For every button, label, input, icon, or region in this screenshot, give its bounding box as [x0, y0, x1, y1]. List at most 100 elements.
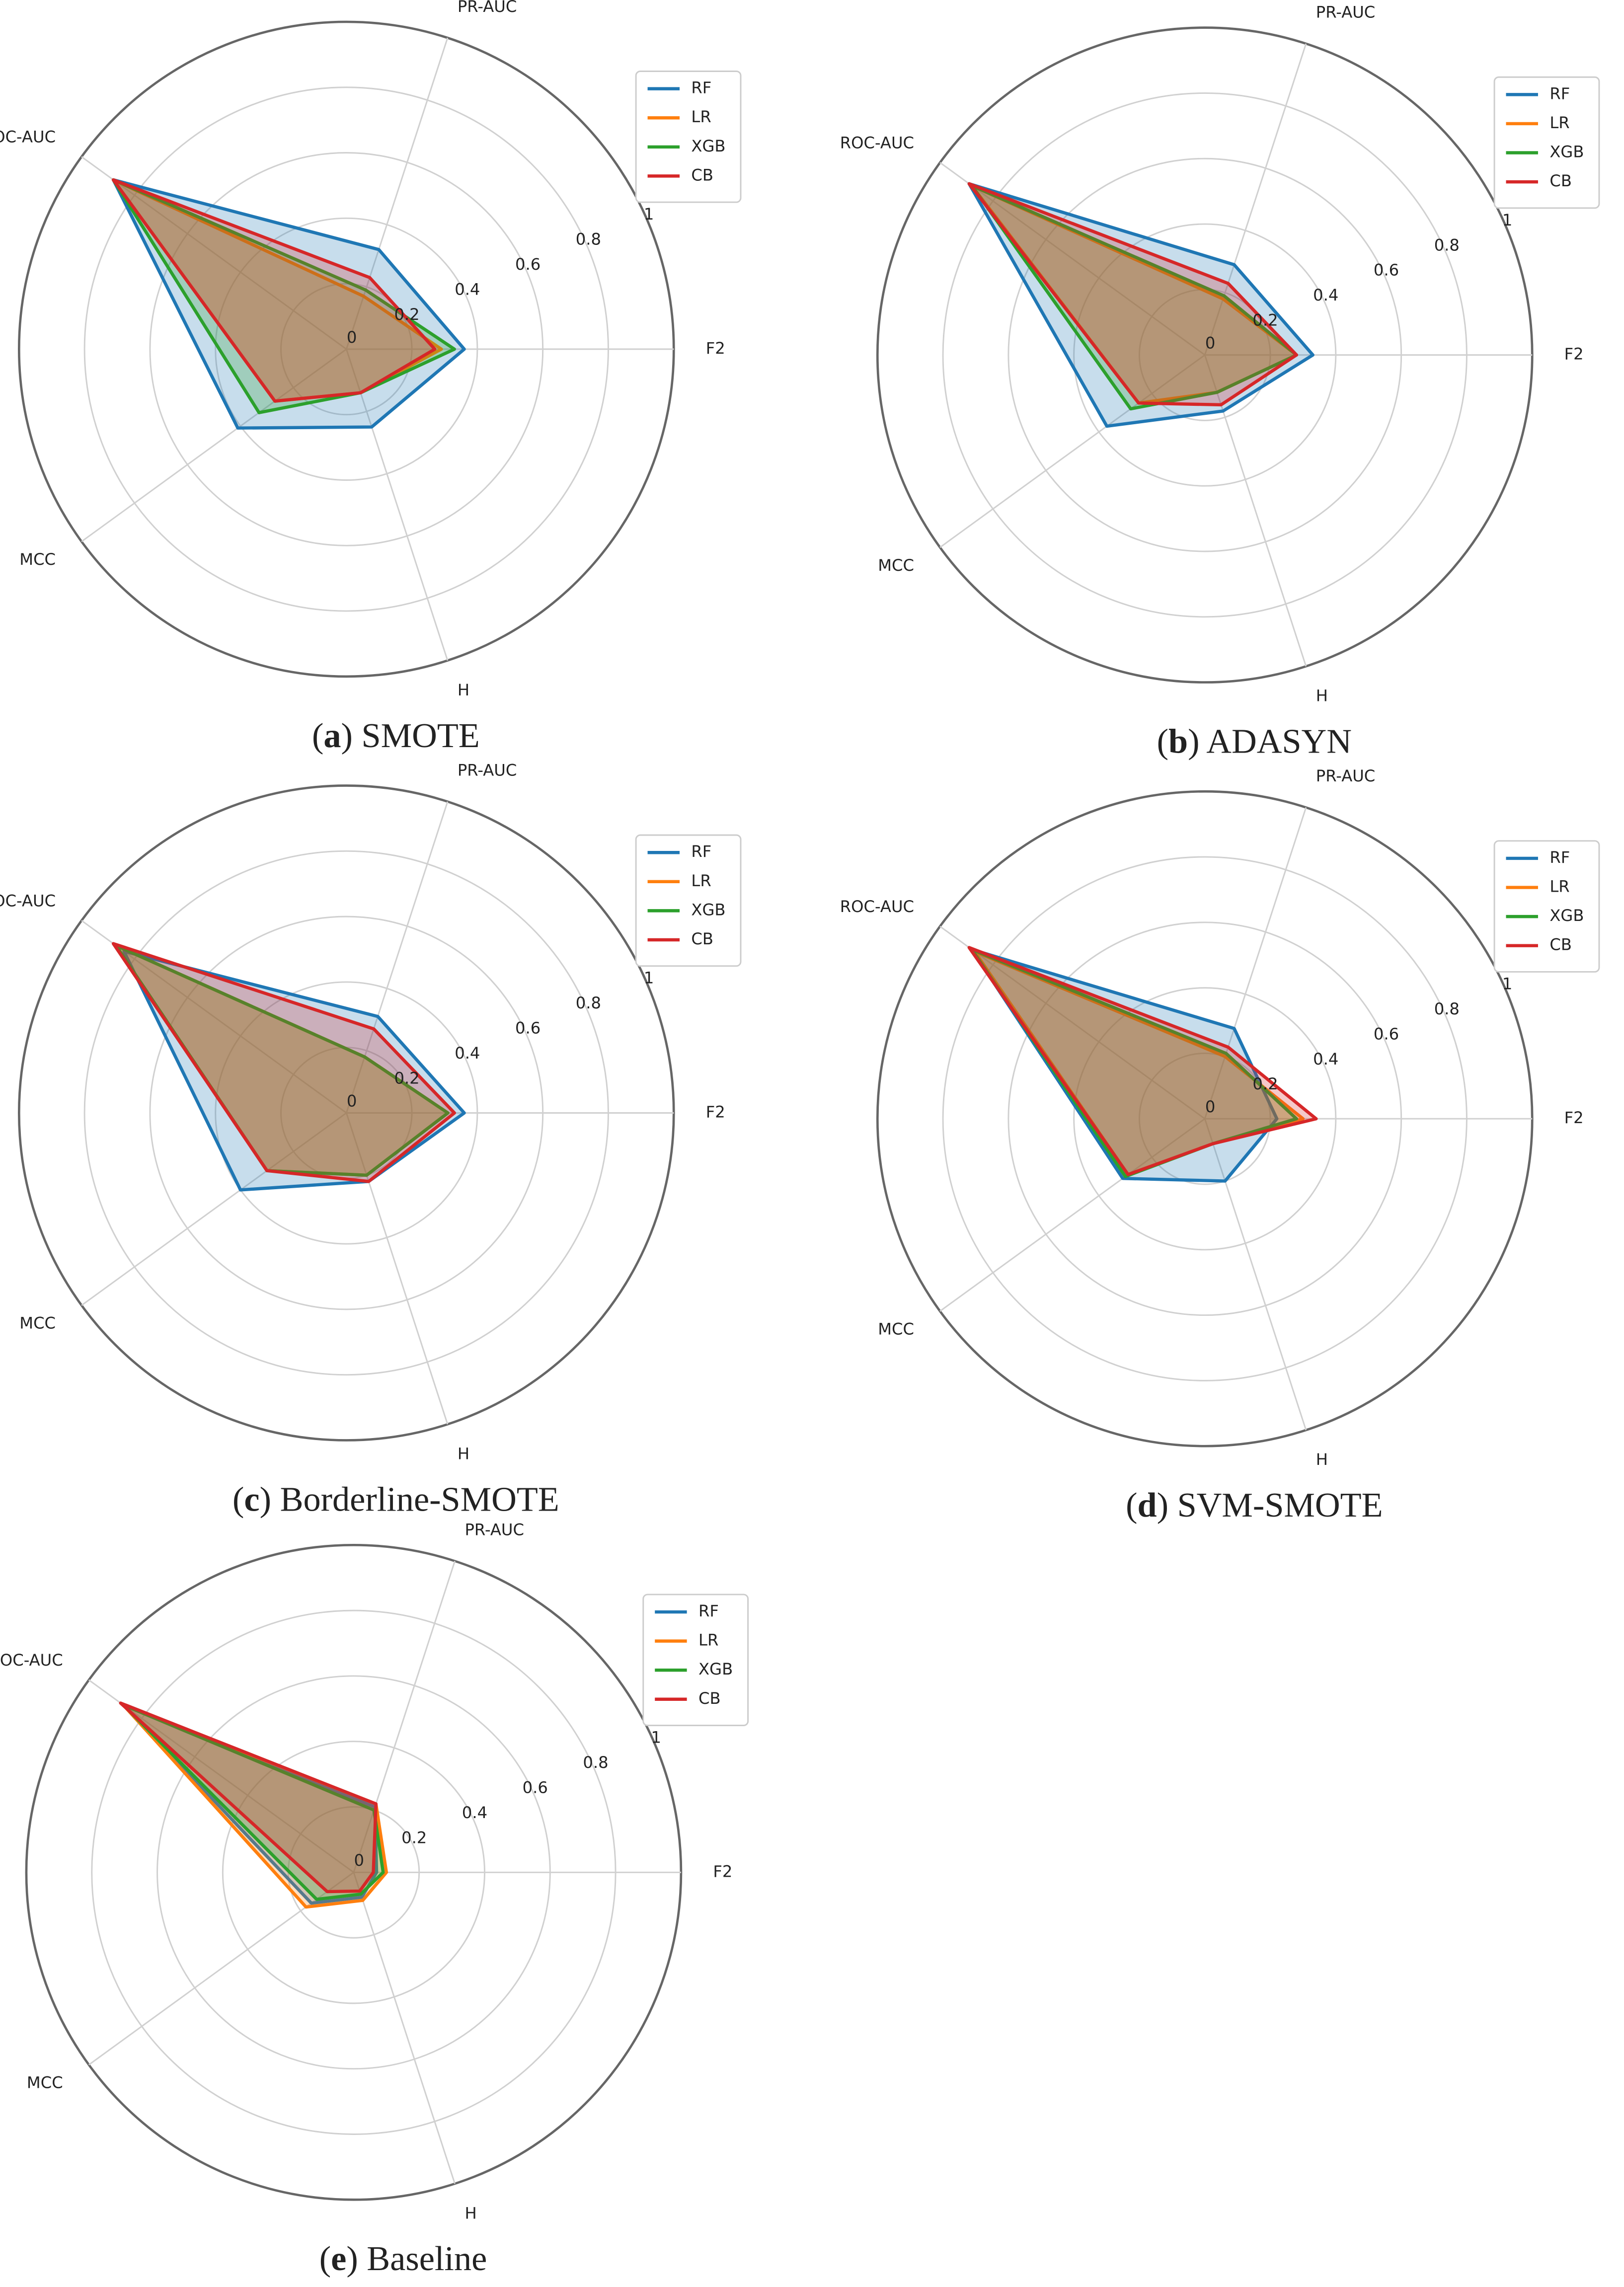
legend-box	[635, 71, 742, 203]
caption-part: (	[232, 1480, 244, 1519]
spoke	[939, 162, 1206, 356]
r-tick-label: 0.6	[515, 1019, 541, 1038]
spoke	[81, 156, 347, 350]
caption-part: ) SVM-SMOTE	[1157, 1486, 1383, 1525]
spoke	[345, 801, 449, 1113]
series-area	[970, 948, 1279, 1183]
legend-label: LR	[698, 1631, 718, 1650]
axis-label: ROC-AUC	[0, 128, 56, 147]
series-area	[111, 178, 456, 414]
legend-label: XGB	[691, 137, 725, 155]
radar-panel: F2 PR-AUC ROC-AUC MCC H 0 0.2 0.4 0.6 0.8 1 RF LR XGB…	[0, 1520, 749, 2222]
r-tick-label: 0	[347, 1091, 357, 1110]
r-tick-label: 0.4	[455, 1044, 480, 1063]
axis-label: H	[458, 1444, 469, 1463]
legend-label: RF	[691, 842, 711, 861]
axis-label: F2	[713, 1862, 732, 1881]
legend-label: CB	[691, 929, 713, 948]
r-tick-label: 0.8	[583, 1753, 608, 1772]
caption-part: b	[1168, 722, 1188, 761]
axis-label: MCC	[878, 556, 914, 575]
caption-part: a	[323, 716, 341, 755]
axis-label: PR-AUC	[1316, 766, 1376, 785]
r-tick-label: 0	[354, 1851, 365, 1870]
legend-label: XGB	[1549, 143, 1584, 161]
spoke	[1204, 807, 1307, 1119]
spoke	[1204, 1118, 1307, 1431]
r-tick-label: 1	[644, 205, 654, 224]
legend-label: LR	[691, 871, 711, 890]
legend-label: RF	[1549, 848, 1570, 867]
caption: (b) ADASYN	[1157, 722, 1352, 761]
r-tick-label: 0.2	[394, 305, 419, 324]
radar-panel: F2 PR-AUC ROC-AUC MCC H 0 0.2 0.4 0.6 0.8 1 RF LR XGB…	[840, 766, 1600, 1469]
axis-label: MCC	[19, 550, 56, 569]
spoke	[81, 1112, 347, 1306]
series-area	[970, 184, 1298, 411]
axis-label: F2	[1564, 345, 1584, 364]
caption-part: ) ADASYN	[1188, 722, 1352, 761]
r-tick-label: 0.4	[1313, 1050, 1338, 1068]
legend-label: RF	[691, 78, 711, 97]
axis-label: ROC-AUC	[0, 891, 56, 910]
legend-label: XGB	[1549, 906, 1584, 925]
caption: (a) SMOTE	[312, 716, 480, 755]
r-tick-label: 1	[644, 969, 654, 988]
legend-label: CB	[691, 165, 713, 184]
spoke	[345, 1113, 449, 1425]
axis-label: ROC-AUC	[840, 897, 914, 916]
caption-part: e	[331, 2239, 346, 2278]
r-tick-label: 0.6	[1374, 1024, 1399, 1043]
r-tick-label: 0.6	[523, 1778, 548, 1797]
axis-label: ROC-AUC	[0, 1651, 63, 1670]
r-tick-label: 0.4	[455, 280, 480, 299]
caption: (c) Borderline-SMOTE	[232, 1480, 559, 1519]
axis-label: PR-AUC	[1316, 3, 1376, 22]
radar-panel: F2 PR-AUC ROC-AUC MCC H 0 0.2 0.4 0.6 0.8 1 RF LR XGB…	[840, 3, 1600, 705]
r-tick-label: 0.4	[462, 1803, 487, 1822]
axis-label: H	[458, 681, 469, 699]
radar-panel: F2 PR-AUC ROC-AUC MCC H 0 0.2 0.4 0.6 0.8 1 RF LR XGB…	[0, 761, 742, 1463]
axis-label: ROC-AUC	[840, 133, 914, 152]
caption-part: ) Borderline-SMOTE	[260, 1480, 559, 1519]
series-area	[111, 178, 466, 430]
caption-part: c	[244, 1480, 259, 1519]
caption: (e) Baseline	[319, 2239, 487, 2278]
axis-label: F2	[706, 1102, 725, 1121]
spoke	[353, 1561, 456, 1873]
legend-label: XGB	[698, 1660, 733, 1678]
r-tick-label: 0.8	[576, 230, 601, 249]
series-area	[967, 946, 1318, 1176]
axis-label: MCC	[27, 2073, 63, 2092]
caption-part: ) SMOTE	[341, 716, 480, 755]
r-tick-label: 0	[347, 328, 357, 347]
r-tick-label: 0.2	[401, 1828, 427, 1847]
series-area	[967, 182, 1315, 428]
spoke	[345, 349, 449, 661]
caption: (d) SVM-SMOTE	[1126, 1486, 1383, 1525]
r-tick-label: 0.6	[1374, 261, 1399, 280]
spoke	[1204, 355, 1307, 667]
r-tick-label: 0.2	[394, 1068, 419, 1087]
legend-box	[1493, 76, 1600, 209]
axis-label: H	[1316, 686, 1328, 705]
legend-label: CB	[698, 1689, 721, 1708]
r-tick-label: 0.8	[1434, 235, 1460, 254]
radar-panel: F2 PR-AUC ROC-AUC MCC H 0 0.2 0.4 0.6 0.8 1 RF LR XGB…	[0, 0, 742, 699]
r-tick-label: 0.2	[1252, 311, 1278, 330]
r-tick-label: 0.2	[1252, 1074, 1278, 1093]
r-tick-label: 1	[651, 1728, 662, 1747]
legend-label: LR	[691, 107, 711, 126]
legend-label: CB	[1549, 171, 1572, 190]
series-area	[111, 942, 456, 1183]
axis-label: PR-AUC	[464, 1520, 524, 1539]
series-area	[111, 178, 437, 403]
r-tick-label: 0.8	[576, 993, 601, 1012]
spoke	[1204, 43, 1307, 356]
legend-label: CB	[1549, 935, 1572, 954]
r-tick-label: 1	[1502, 211, 1512, 229]
legend-box	[642, 1594, 749, 1726]
axis-label: F2	[1564, 1108, 1584, 1127]
caption-part: (	[312, 716, 323, 755]
